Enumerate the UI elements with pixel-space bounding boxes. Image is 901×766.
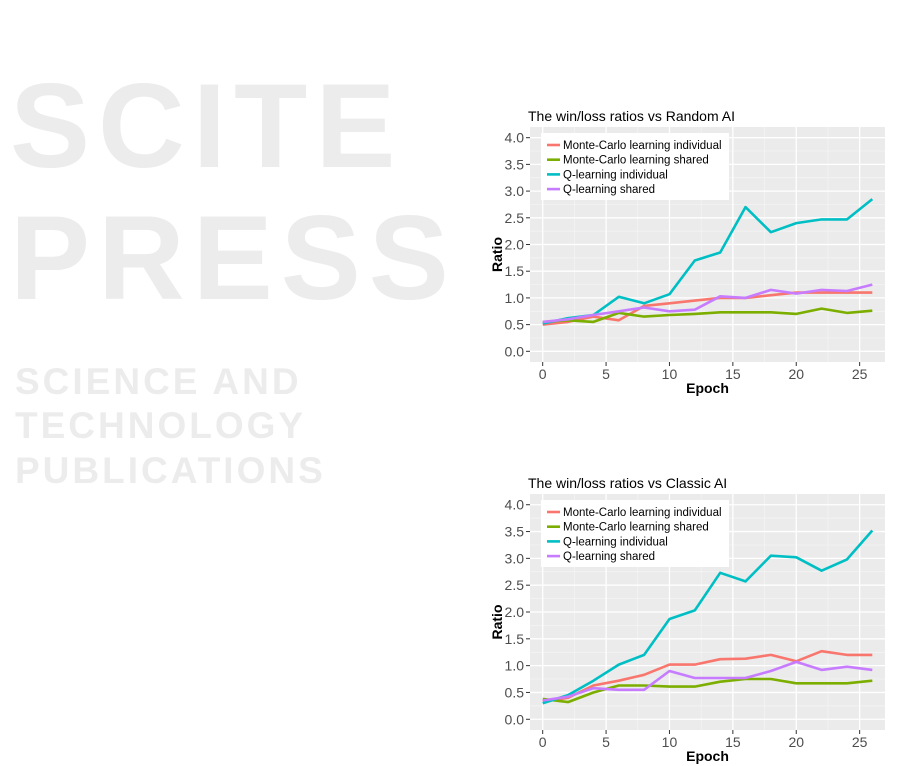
y-tick-label: 1.5 bbox=[505, 263, 525, 279]
x-tick-label: 20 bbox=[788, 366, 804, 382]
y-tick-label: 4.0 bbox=[505, 130, 525, 146]
legend-label: Monte-Carlo learning individual bbox=[563, 140, 722, 152]
y-tick-label: 2.5 bbox=[505, 577, 525, 593]
y-tick-label: 1.0 bbox=[505, 658, 525, 674]
chart-title: The win/loss ratios vs Classic AI bbox=[528, 475, 727, 491]
x-tick-label: 5 bbox=[602, 734, 610, 750]
y-tick-label: 3.5 bbox=[505, 524, 525, 540]
x-tick-label: 25 bbox=[852, 734, 868, 750]
series-line-2 bbox=[542, 198, 874, 325]
legend-label: Monte-Carlo learning individual bbox=[563, 507, 722, 519]
legend-label: Q-learning shared bbox=[563, 551, 655, 563]
x-tick-label: 10 bbox=[662, 734, 678, 750]
series-line-3 bbox=[542, 283, 873, 324]
x-axis-label: Epoch bbox=[686, 380, 729, 396]
x-tick-label: 15 bbox=[725, 366, 741, 382]
x-axis-label: Epoch bbox=[686, 748, 729, 764]
x-tick-label: 0 bbox=[539, 366, 547, 382]
legend-label: Q-learning shared bbox=[563, 184, 655, 196]
legend-label: Monte-Carlo learning shared bbox=[563, 155, 709, 167]
series-line-0 bbox=[542, 291, 873, 326]
y-tick-label: 1.5 bbox=[505, 631, 525, 647]
series-line-3 bbox=[542, 660, 873, 702]
y-tick-label: 0.5 bbox=[505, 684, 525, 700]
y-tick-label: 4.0 bbox=[505, 497, 525, 513]
x-tick-label: 15 bbox=[725, 734, 741, 750]
legend: Monte-Carlo learning individual Monte-Car… bbox=[541, 500, 729, 567]
chart-2: The win/loss ratios vs Classic AI 0.0 0.5 1… bbox=[489, 475, 885, 764]
series-line-1 bbox=[542, 677, 873, 704]
watermark-main: SCITEPRESS bbox=[10, 59, 457, 325]
series-line-1 bbox=[542, 307, 873, 324]
series-line-0 bbox=[542, 649, 873, 703]
series-line-2 bbox=[542, 529, 874, 705]
y-tick-label: 1.0 bbox=[505, 290, 525, 306]
chart-title: The win/loss ratios vs Random AI bbox=[528, 108, 735, 124]
y-tick-label: 3.5 bbox=[505, 156, 525, 172]
legend-box bbox=[541, 500, 729, 567]
legend-label: Q-learning individual bbox=[563, 536, 668, 548]
y-axis-label: Ratio bbox=[489, 237, 505, 272]
chart-1: The win/loss ratios vs Random AI 0.0 0.5 1.… bbox=[489, 108, 885, 396]
watermark-sub: SCIENCE AND TECHNOLOGY PUBLICATIONS bbox=[15, 361, 326, 491]
y-tick-label: 0.5 bbox=[505, 317, 525, 333]
x-tick-label: 0 bbox=[539, 734, 547, 750]
y-tick-label: 2.5 bbox=[505, 210, 525, 226]
y-tick-label: 2.0 bbox=[505, 237, 525, 253]
y-tick-label: 0.0 bbox=[505, 343, 525, 359]
y-axis-label: Ratio bbox=[489, 605, 505, 640]
x-tick-label: 20 bbox=[788, 734, 804, 750]
x-tick-label: 10 bbox=[662, 366, 678, 382]
legend: Monte-Carlo learning individual Monte-Car… bbox=[541, 133, 729, 200]
y-tick-label: 2.0 bbox=[505, 604, 525, 620]
x-tick-label: 5 bbox=[602, 366, 610, 382]
legend-label: Monte-Carlo learning shared bbox=[563, 522, 709, 534]
x-tick-label: 25 bbox=[852, 366, 868, 382]
y-tick-label: 3.0 bbox=[505, 550, 525, 566]
y-tick-label: 0.0 bbox=[505, 711, 525, 727]
legend-label: Q-learning individual bbox=[563, 169, 668, 181]
legend-box bbox=[541, 133, 729, 200]
y-tick-label: 3.0 bbox=[505, 183, 525, 199]
